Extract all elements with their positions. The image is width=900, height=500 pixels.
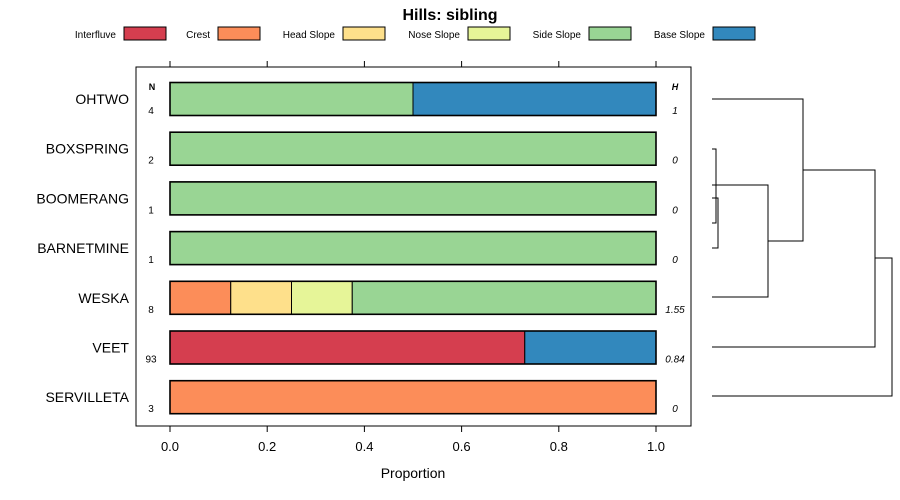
legend-swatch-nose-slope xyxy=(467,26,511,41)
h-value-ohtwo: 1 xyxy=(672,106,678,117)
h-value-boxspring: 0 xyxy=(672,156,678,167)
plot-frame xyxy=(135,66,692,427)
dendrogram-branch-4 xyxy=(712,169,876,348)
n-value-servilleta: 3 xyxy=(148,404,154,415)
legend-swatch-interfluve xyxy=(123,26,167,41)
x-tick-label-1: 0.2 xyxy=(258,439,276,454)
legend-label-nose-slope: Nose Slope xyxy=(408,30,460,41)
bar-outline-ohtwo xyxy=(169,81,657,117)
bar-segment-weska-head-slope xyxy=(230,280,292,315)
category-label-ohtwo: OHTWO xyxy=(75,91,129,107)
h-value-veet: 0.84 xyxy=(665,355,685,366)
bar-outline-weska xyxy=(169,280,657,316)
n-value-boxspring: 2 xyxy=(148,156,154,167)
bar-segment-weska-side-slope xyxy=(351,280,657,315)
n-value-ohtwo: 4 xyxy=(148,106,154,117)
bar-segment-veet-base-slope xyxy=(524,330,657,365)
legend-label-side-slope: Side Slope xyxy=(533,30,582,41)
dendrogram-branch-1 xyxy=(712,148,717,224)
bar-segment-weska-nose-slope xyxy=(291,280,353,315)
x-tick-label-5: 1.0 xyxy=(647,439,665,454)
category-label-boomerang: BOOMERANG xyxy=(36,190,129,206)
h-value-barnetmine: 0 xyxy=(672,255,678,266)
category-label-weska: WESKA xyxy=(78,290,129,306)
h-value-boomerang: 0 xyxy=(672,205,678,216)
bars-layer: OHTWO 4 1 BOXSPRING 2 0 BOOMERANG 1 0 BARNETMINE 1… xyxy=(36,81,685,415)
x-tick-label-4: 0.8 xyxy=(550,439,568,454)
category-label-boxspring: BOXSPRING xyxy=(46,141,129,157)
dendrogram-branch-3 xyxy=(712,98,804,242)
legend-swatch-side-slope xyxy=(588,26,632,41)
bar-outline-barnetmine xyxy=(169,230,657,266)
n-value-veet: 93 xyxy=(145,355,157,366)
bar-segment-barnetmine-side-slope xyxy=(169,231,657,266)
bar-segment-ohtwo-side-slope xyxy=(169,82,414,116)
bar-outline-servilleta xyxy=(169,379,657,415)
n-value-barnetmine: 1 xyxy=(148,255,154,266)
bar-segment-weska-crest xyxy=(169,280,232,315)
category-label-servilleta: SERVILLETA xyxy=(45,389,129,405)
x-tick-label-0: 0.0 xyxy=(161,439,179,454)
n-column-header: N xyxy=(149,82,156,92)
n-value-boomerang: 1 xyxy=(148,205,154,216)
chart-title: Hills: sibling xyxy=(402,7,497,24)
legend-swatch-crest xyxy=(217,26,261,41)
legend-swatch-base-slope xyxy=(712,26,756,41)
category-label-barnetmine: BARNETMINE xyxy=(37,240,129,256)
bar-segment-veet-interfluve xyxy=(169,330,526,365)
legend-swatch-head-slope xyxy=(342,26,386,41)
category-label-veet: VEET xyxy=(92,340,129,356)
legend-label-head-slope: Head Slope xyxy=(283,30,336,41)
bar-outline-veet xyxy=(169,330,657,365)
dendrogram-branch-0 xyxy=(712,197,719,249)
dendrogram-branch-2 xyxy=(712,184,769,298)
x-axis-label: Proportion xyxy=(381,465,446,481)
x-tick-label-2: 0.4 xyxy=(355,439,373,454)
h-column-header: H xyxy=(672,82,679,92)
bar-outline-boomerang xyxy=(169,181,657,216)
bar-outline-boxspring xyxy=(169,131,657,166)
bar-segment-boomerang-side-slope xyxy=(169,181,657,216)
n-value-weska: 8 xyxy=(148,305,154,316)
x-axis-ticks: 0.0 0.2 0.4 0.6 0.8 1.0 xyxy=(161,61,665,454)
x-tick-label-3: 0.6 xyxy=(453,439,471,454)
bar-segment-ohtwo-base-slope xyxy=(412,82,657,116)
dendrogram xyxy=(712,98,893,397)
bar-segment-boxspring-side-slope xyxy=(169,131,657,166)
legend: Interfluve Crest Head Slope Nose Slope Side … xyxy=(75,26,756,41)
h-value-servilleta: 0 xyxy=(672,404,678,415)
bar-segment-servilleta-crest xyxy=(169,380,657,415)
h-value-weska: 1.55 xyxy=(665,305,685,316)
legend-label-base-slope: Base Slope xyxy=(654,30,706,41)
legend-label-crest: Crest xyxy=(186,30,210,41)
legend-label-interfluve: Interfluve xyxy=(75,30,117,41)
dendrogram-branch-5 xyxy=(712,257,893,397)
